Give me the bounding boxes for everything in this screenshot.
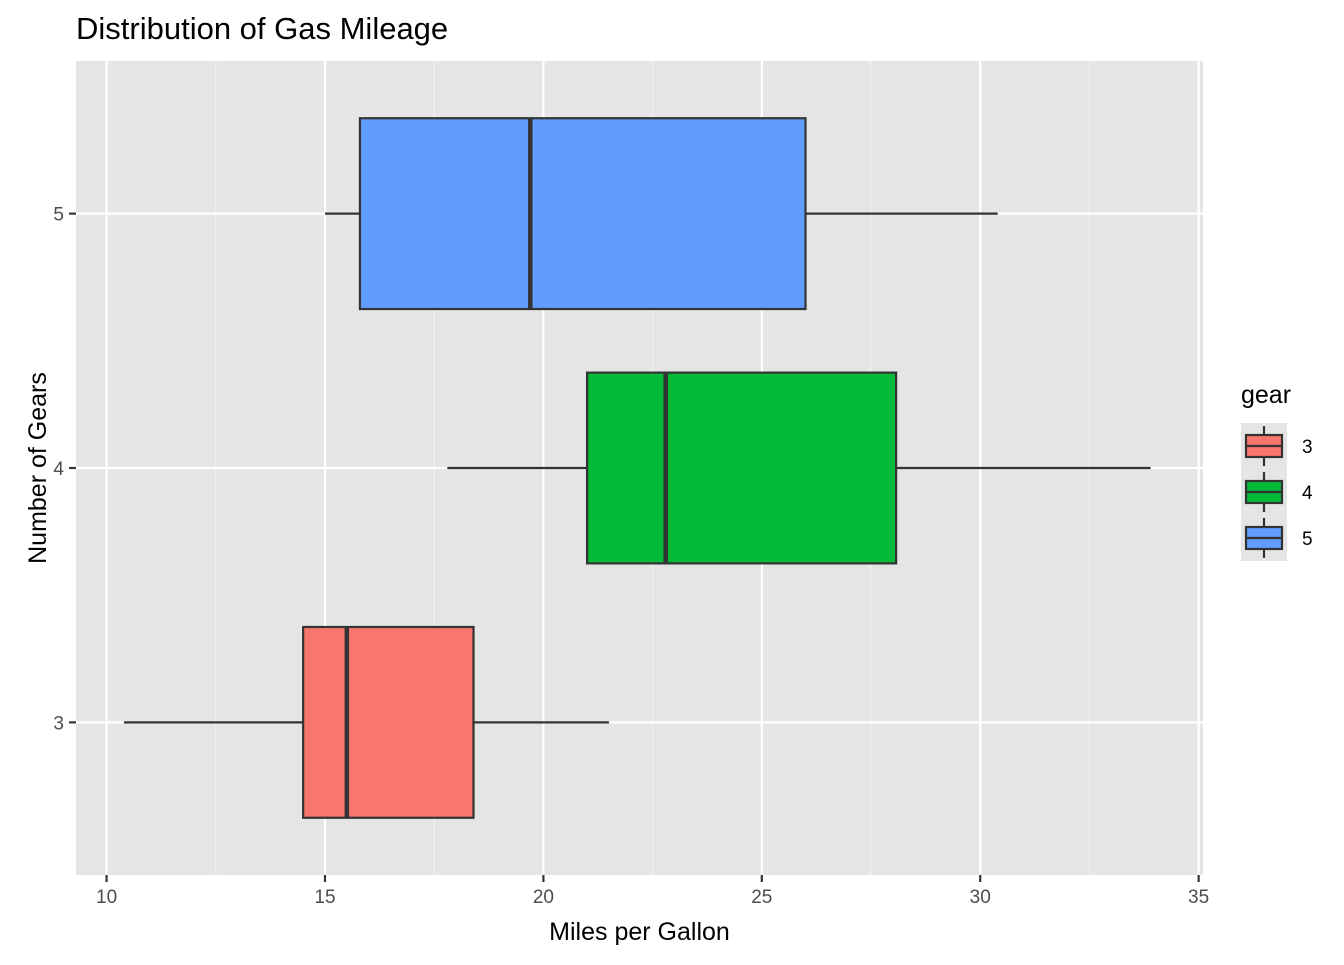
y-axis-title: Number of Gears [24, 372, 52, 564]
legend-label: 3 [1302, 437, 1313, 458]
boxplot-5 [324, 117, 998, 311]
x-tick-label: 30 [970, 887, 991, 908]
axes: 10 15 20 25 30 35 3 4 5 [53, 205, 1209, 908]
boxplot-4 [447, 371, 1151, 565]
chart-title: Distribution of Gas Mileage [76, 11, 448, 46]
x-tick-label: 15 [314, 887, 335, 908]
y-tick-label: 4 [53, 459, 64, 480]
box-iqr [358, 117, 807, 311]
legend-item-5: 5 [1244, 518, 1313, 558]
x-tick-label: 35 [1188, 887, 1209, 908]
boxplot-3 [124, 625, 609, 819]
x-axis-title: Miles per Gallon [549, 918, 730, 946]
x-tick-label: 10 [96, 887, 117, 908]
y-tick-label: 5 [53, 205, 64, 226]
box-iqr [585, 371, 898, 565]
legend-title: gear [1241, 381, 1291, 409]
box-iqr [302, 625, 475, 819]
legend: gear 3 4 5 [1241, 381, 1313, 561]
x-tick-label: 20 [533, 887, 554, 908]
y-tick-label: 3 [53, 713, 64, 734]
legend-label: 5 [1302, 529, 1313, 550]
x-tick-label: 25 [751, 887, 772, 908]
legend-item-4: 4 [1244, 472, 1313, 512]
boxplots [124, 117, 1151, 819]
legend-item-3: 3 [1244, 426, 1313, 466]
legend-label: 4 [1302, 483, 1313, 504]
